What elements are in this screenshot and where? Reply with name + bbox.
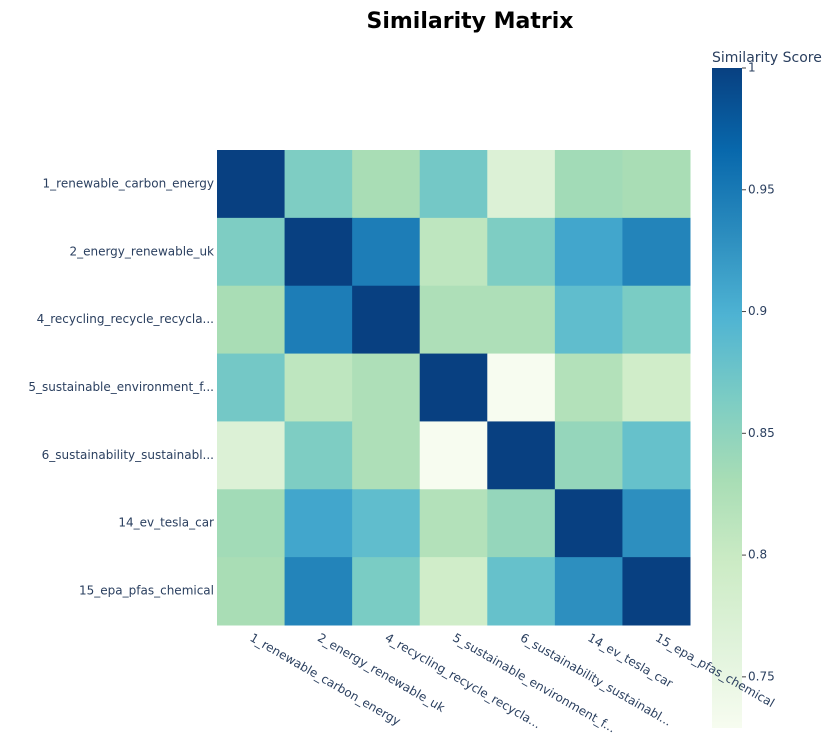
heatmap-cell	[284, 489, 353, 558]
heatmap-cell	[487, 285, 556, 355]
colorbar-tick-label: 0.85	[748, 426, 775, 440]
heatmap-cell	[352, 489, 421, 558]
heatmap-cell	[352, 285, 421, 355]
heatmap-cell	[622, 489, 691, 558]
heatmap-cell	[419, 557, 488, 626]
heatmap-cell	[554, 489, 623, 558]
colorbar	[712, 68, 742, 728]
heatmap-cell	[352, 421, 421, 490]
colorbar-tick-label: 0.95	[748, 182, 775, 196]
colorbar-tick-label: 0.8	[748, 548, 767, 562]
heatmap-cell	[284, 557, 353, 626]
heatmap-cell	[352, 557, 421, 626]
heatmap-cell	[554, 217, 623, 287]
heatmap-cell	[217, 285, 286, 355]
heatmap-cell	[622, 353, 691, 422]
heatmap-cell	[217, 557, 286, 626]
x-tick-label: 2_energy_renewable_uk	[315, 631, 447, 715]
y-tick-label: 1_renewable_carbon_energy	[43, 176, 214, 190]
heatmap-cell	[284, 285, 353, 355]
heatmap-cell	[284, 150, 353, 219]
heatmap-cell	[622, 421, 691, 490]
heatmap-cell	[419, 489, 488, 558]
colorbar-tick-label: 0.75	[748, 669, 775, 683]
colorbar-tick-label: 0.9	[748, 304, 767, 318]
heatmap-cell	[554, 150, 623, 219]
heatmap-cell	[622, 557, 691, 626]
heatmap-cell	[622, 285, 691, 355]
heatmap-cell	[419, 285, 488, 355]
heatmap-cell	[419, 217, 488, 287]
heatmap-cell	[419, 353, 488, 422]
heatmap-cell	[554, 285, 623, 355]
heatmap-cell	[554, 353, 623, 422]
heatmap-cell	[622, 150, 691, 219]
heatmap-cell	[284, 421, 353, 490]
heatmap-cell	[352, 353, 421, 422]
heatmap-cell	[487, 353, 556, 422]
y-tick-label: 5_sustainable_environment_f...	[28, 380, 214, 394]
heatmap-cell	[487, 489, 556, 558]
y-tick-label: 15_epa_pfas_chemical	[79, 584, 214, 598]
heatmap-cell	[217, 150, 286, 219]
heatmap-cell	[284, 217, 353, 287]
heatmap-cell	[487, 217, 556, 287]
heatmap-cell	[554, 557, 623, 626]
heatmap-cell	[487, 557, 556, 626]
heatmap-cell	[352, 150, 421, 219]
heatmap-cell	[352, 217, 421, 287]
heatmap-cell	[419, 150, 488, 219]
y-tick-label: 4_recycling_recycle_recycla...	[37, 312, 214, 326]
y-tick-label: 14_ev_tesla_car	[118, 516, 214, 530]
y-tick-label: 6_sustainability_sustainabl...	[42, 448, 214, 462]
heatmap-cell	[487, 421, 556, 490]
y-tick-label: 2_energy_renewable_uk	[69, 244, 214, 258]
heatmap-cell	[217, 489, 286, 558]
heatmap-cell	[217, 421, 286, 490]
heatmap-cell	[284, 353, 353, 422]
heatmap-cell	[487, 150, 556, 219]
colorbar-title: Similarity Score	[712, 50, 822, 66]
heatmap-cell	[622, 217, 691, 287]
heatmap-cell	[554, 421, 623, 490]
heatmap-cell	[217, 353, 286, 422]
heatmap-cell	[217, 217, 286, 287]
heatmap-cell	[419, 421, 488, 490]
colorbar-tick-label: 1	[748, 61, 756, 75]
chart-title: Similarity Matrix	[367, 9, 574, 34]
